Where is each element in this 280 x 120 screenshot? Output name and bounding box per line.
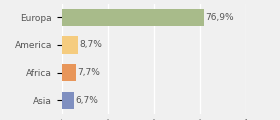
Text: 6,7%: 6,7% [76, 96, 99, 105]
Bar [62, 9, 204, 26]
Text: 7,7%: 7,7% [78, 68, 101, 77]
Text: 8,7%: 8,7% [80, 41, 102, 49]
Bar [62, 64, 76, 81]
Text: 76,9%: 76,9% [206, 13, 234, 22]
Bar [62, 92, 74, 109]
Bar [62, 36, 78, 54]
